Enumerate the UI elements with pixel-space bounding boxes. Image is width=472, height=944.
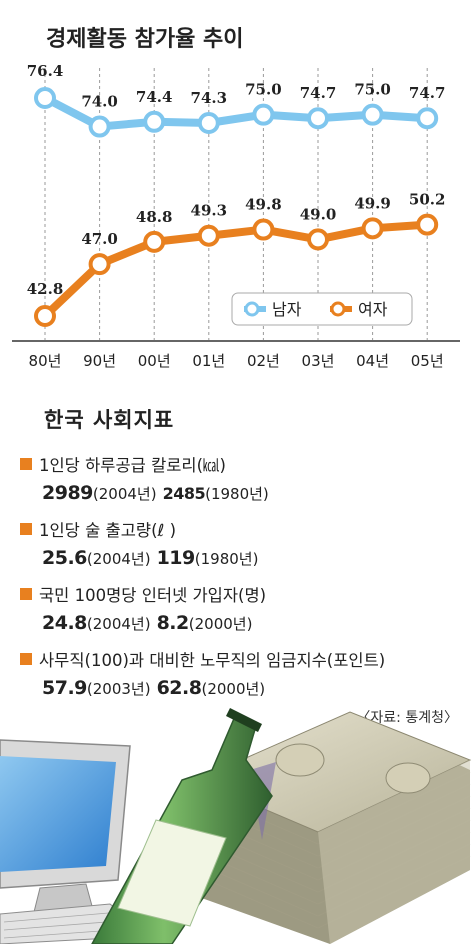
bullet-square-icon bbox=[20, 588, 32, 600]
data-label: 47.0 bbox=[81, 230, 118, 248]
data-point bbox=[416, 107, 439, 130]
section-title: 한국 사회지표 bbox=[44, 408, 175, 432]
indicator-values: 25.6(2004년) 119(1980년) bbox=[42, 547, 259, 569]
bullet-square-icon bbox=[20, 523, 32, 535]
data-label: 49.0 bbox=[300, 205, 337, 223]
line-chart: 경제활동 참가율 추이 76.4 74.0 74.4 74.3 75.0 74.7 75.0… bbox=[12, 27, 460, 370]
x-tick-label: 80년 bbox=[29, 352, 62, 370]
indicator-label: 국민 100명당 인터넷 가입자(명) bbox=[20, 582, 266, 606]
legend-label: 남자 bbox=[272, 300, 302, 319]
legend-marker bbox=[244, 301, 260, 317]
data-label: 49.8 bbox=[245, 196, 282, 214]
data-label: 48.8 bbox=[136, 208, 173, 226]
chart-legend: 남자 여자 bbox=[231, 292, 413, 326]
indicator-values: 24.8(2004년) 8.2(2000년) bbox=[42, 612, 253, 634]
bullet-square-icon bbox=[20, 653, 32, 665]
chart-series bbox=[34, 87, 439, 327]
chart-x-axis: 80년 90년 00년 01년 02년 03년 04년 05년 bbox=[29, 352, 444, 370]
data-label: 49.3 bbox=[191, 202, 228, 220]
x-tick-label: 03년 bbox=[302, 352, 335, 370]
source-note: 〈자료: 통계청〉 bbox=[356, 710, 458, 726]
data-point bbox=[361, 103, 384, 126]
data-label: 74.0 bbox=[81, 93, 118, 111]
data-label: 75.0 bbox=[245, 81, 282, 99]
data-point bbox=[143, 110, 166, 133]
indicator-wage-index: 사무직(100)과 대비한 노무직의 임금지수(포인트) 57.9(2003년)… bbox=[20, 647, 385, 699]
data-label: 49.9 bbox=[354, 194, 391, 212]
indicator-values: 57.9(2003년) 62.8(2000년) bbox=[42, 677, 266, 699]
data-point bbox=[143, 230, 166, 253]
indicator-alcohol: 1인당 술 출고량(ℓ ) 25.6(2004년) 119(1980년) bbox=[20, 517, 264, 569]
data-label: 74.7 bbox=[409, 84, 446, 102]
legend-label: 여자 bbox=[358, 300, 388, 319]
chart-title: 경제활동 참가율 추이 bbox=[46, 27, 243, 52]
data-label: 42.8 bbox=[27, 280, 64, 298]
indicator-calorie: 1인당 하루공급 칼로리(㎉) 2989(2004년) 2485(1980년) bbox=[20, 452, 275, 504]
indicator-internet: 국민 100명당 인터넷 가입자(명) 24.8(2004년) 8.2(2000년… bbox=[20, 582, 266, 634]
soju-bottle-icon bbox=[91, 708, 273, 944]
data-point bbox=[361, 217, 384, 240]
data-label: 76.4 bbox=[27, 62, 64, 80]
chart-data-labels: 76.4 74.0 74.4 74.3 75.0 74.7 75.0 74.7 42.8 47.0… bbox=[27, 62, 446, 298]
bullet-square-icon bbox=[20, 458, 32, 470]
data-point bbox=[34, 87, 56, 109]
data-point bbox=[416, 213, 439, 236]
data-label: 74.7 bbox=[300, 84, 337, 102]
x-tick-label: 01년 bbox=[192, 352, 225, 370]
data-point bbox=[307, 107, 329, 130]
data-label: 74.3 bbox=[191, 89, 228, 107]
data-point bbox=[88, 115, 111, 138]
data-point bbox=[252, 218, 275, 241]
illustration bbox=[0, 708, 472, 944]
x-tick-label: 04년 bbox=[356, 352, 389, 370]
x-tick-label: 02년 bbox=[247, 352, 280, 370]
data-point bbox=[252, 103, 275, 126]
data-label: 75.0 bbox=[354, 81, 391, 99]
indicator-values: 2989(2004년) 2485(1980년) bbox=[42, 482, 269, 504]
indicator-label: 1인당 술 출고량(ℓ ) bbox=[20, 517, 264, 541]
x-tick-label: 90년 bbox=[83, 352, 116, 370]
data-point bbox=[197, 111, 220, 134]
legend-marker bbox=[330, 301, 346, 317]
legend-box bbox=[231, 292, 413, 326]
data-point bbox=[88, 253, 111, 276]
data-label: 74.4 bbox=[136, 88, 173, 106]
data-label: 50.2 bbox=[409, 191, 446, 209]
x-tick-label: 05년 bbox=[411, 352, 444, 370]
x-tick-label: 00년 bbox=[138, 352, 171, 370]
indicator-label: 사무직(100)과 대비한 노무직의 임금지수(포인트) bbox=[20, 647, 385, 671]
data-point bbox=[307, 228, 329, 251]
data-point bbox=[34, 305, 56, 327]
indicator-label: 1인당 하루공급 칼로리(㎉) bbox=[20, 452, 275, 476]
data-point bbox=[197, 224, 220, 247]
